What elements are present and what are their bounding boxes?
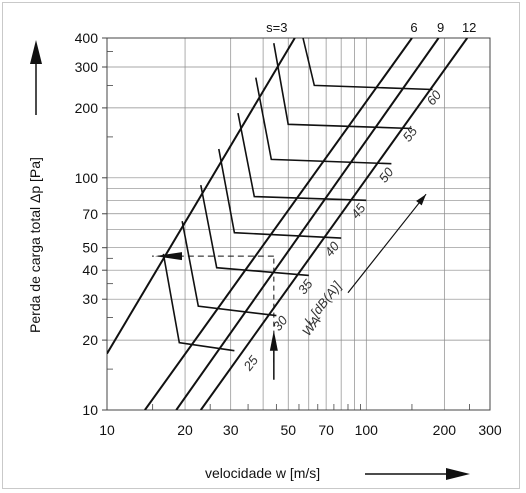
plot-border <box>106 37 491 411</box>
noise-curve-45 <box>237 112 367 202</box>
y-tick-label: 300 <box>75 59 99 75</box>
series-label-4: 12 <box>462 20 476 35</box>
x-axis-title: velocidade w [m/s] <box>205 465 320 481</box>
noise-curve-25 <box>162 253 235 352</box>
plot-area <box>107 38 490 410</box>
y-tick-label: 40 <box>82 262 98 278</box>
y-tick-label: 400 <box>75 30 99 46</box>
x-tick-label: 300 <box>478 422 502 438</box>
y-tick-label: 100 <box>75 170 99 186</box>
y-tick-label: 50 <box>82 240 98 256</box>
x-axis-arrow-head <box>446 468 470 480</box>
noise-curves <box>162 38 433 352</box>
noise-arrow-line <box>347 193 427 294</box>
example-h-arrow <box>155 252 182 261</box>
y-tick-label: 200 <box>75 100 99 116</box>
y-axis-title: Perda de carga total Δp [Pa] <box>27 157 43 333</box>
x-tick-label: 20 <box>177 422 193 438</box>
series-line-2 <box>144 38 413 410</box>
y-tick-label: 10 <box>82 402 98 418</box>
x-tick-label: 100 <box>355 422 379 438</box>
x-tick-label: 70 <box>318 422 334 438</box>
series-line-1 <box>107 38 296 355</box>
noise-curve-35 <box>200 184 309 277</box>
noise-curve-30 <box>181 221 277 317</box>
noise-curve-40 <box>218 148 342 239</box>
example-v-arrow <box>269 330 278 351</box>
y-axis-arrow-head <box>30 40 42 64</box>
noise-curve-55 <box>273 43 412 130</box>
series-label-2: 6 <box>410 20 417 35</box>
series-label-1: s=3 <box>266 20 287 35</box>
series-label-3: 9 <box>437 20 444 35</box>
chart-frame <box>2 2 520 489</box>
y-tick-label: 20 <box>82 332 98 348</box>
arrows <box>30 40 470 480</box>
x-tick-label: 50 <box>280 422 296 438</box>
noise-arrow-head <box>416 194 427 206</box>
grid <box>102 37 491 411</box>
y-tick-label: 30 <box>82 291 98 307</box>
x-tick-label: 30 <box>223 422 239 438</box>
x-tick-label: 200 <box>433 422 457 438</box>
series-line-4 <box>199 38 469 410</box>
series-lines <box>107 38 469 410</box>
series-line-3 <box>175 38 440 410</box>
y-tick-label: 70 <box>82 206 98 222</box>
x-tick-label: 10 <box>99 422 115 438</box>
noise-curve-60 <box>302 38 433 91</box>
